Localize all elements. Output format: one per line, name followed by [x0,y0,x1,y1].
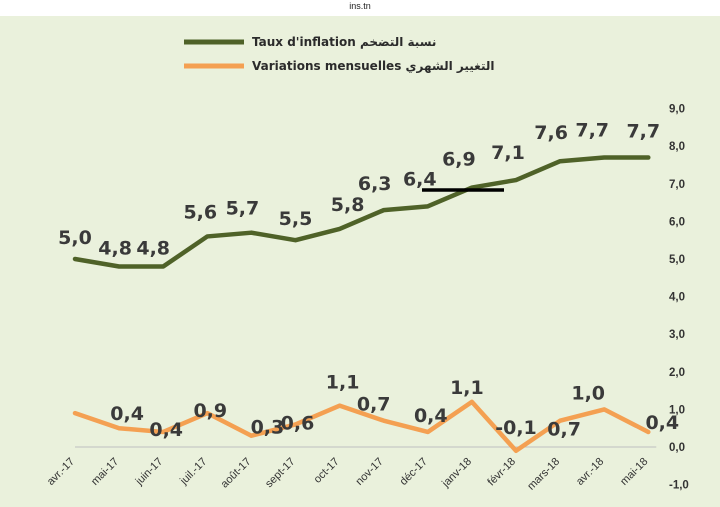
chart-background [0,16,720,507]
inflation-data-label: 7,1 [491,142,525,164]
inflation-data-label: 6,9 [442,149,476,171]
monthly-data-label: 0,7 [357,394,391,416]
y-tick-label: 2,0 [669,367,685,379]
monthly-data-label: 1,0 [571,382,605,404]
y-tick-label: -1,0 [669,480,689,492]
source-url: ins.tn [349,1,371,11]
inflation-data-label: 5,6 [183,201,217,223]
series: 5,0 4,8 4,8 5,6 5,7 5,5 5,86,3 6,46,9 7,1 7,6 7,7 7… [58,119,679,454]
y-tick-label: 5,0 [669,254,685,266]
inflation-data-label: 5,5 [279,208,313,230]
monthly-data-label: 0,9 [193,400,227,422]
inflation-data-label: 5,8 [331,194,365,216]
inflation-data-label: 4,8 [136,238,170,260]
monthly-data-label: 0,4 [645,412,679,434]
y-tick-label: 7,0 [669,179,685,191]
y-tick-label: 6,0 [669,216,685,228]
y-tick-label: 1,0 [669,404,685,416]
inflation-data-label: 6,3 [358,173,392,195]
monthly-data-label: 0,3 [251,417,285,439]
inflation-data-label: 5,0 [58,227,92,249]
y-tick-label: 8,0 [669,141,685,153]
monthly-data-label: 0,7 [547,419,581,441]
y-tick-label: 9,0 [669,104,685,116]
inflation-line [72,155,651,269]
inflation-data-label: 4,8 [98,238,132,260]
monthly-variation-line [72,399,651,454]
inflation-data-label: 7,7 [626,120,660,142]
y-tick-label: 4,0 [669,292,685,304]
inflation-data-label: 7,6 [534,122,568,144]
inflation-data-label: 7,7 [575,119,609,141]
y-tick-label: 0,0 [669,442,685,454]
legend-inflation-label: Taux d'inflation نسبة التضخم [252,35,436,49]
inflation-data-label: 6,4 [403,168,437,190]
monthly-data-label: 1,1 [450,377,484,399]
monthly-data-label: 0,6 [281,412,315,434]
monthly-data-label: 1,1 [326,372,360,394]
inflation-data-label: 5,7 [226,198,260,220]
monthly-data-label: -0,1 [495,417,537,439]
legend: Taux d'inflation نسبة التضخم Variations … [184,35,494,73]
monthly-data-label: 0,4 [414,405,448,427]
monthly-data-label: 0,4 [149,419,183,441]
legend-monthly-label: Variations mensuelles التغيير الشهري [252,59,494,73]
y-tick-label: 3,0 [669,329,685,341]
browser-bar: ins.tn [0,0,720,16]
monthly-data-label: 0,4 [110,403,144,425]
